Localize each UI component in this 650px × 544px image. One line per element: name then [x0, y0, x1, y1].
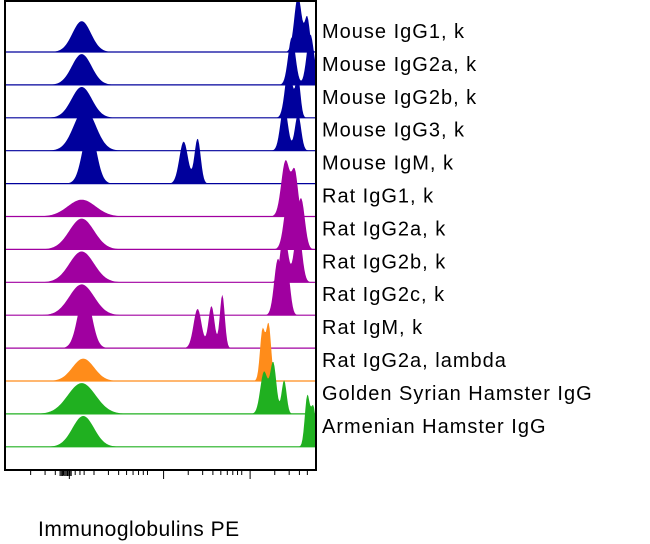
series-label-1: Mouse IgG1, k — [322, 21, 465, 43]
series-label-5: Mouse IgM, k — [322, 153, 454, 175]
series-labels: Mouse IgG1, k Mouse IgG2a, k Mouse IgG2b, … — [322, 21, 593, 438]
series-label-12: Golden Syrian Hamster IgG — [322, 383, 593, 405]
x-axis-ticks — [30, 470, 308, 479]
histogram-trace-13 — [6, 394, 315, 447]
histogram-trace-2 — [6, 34, 315, 85]
series-label-6: Rat IgG1, k — [322, 186, 434, 208]
histogram-trace-3 — [6, 67, 315, 118]
histogram-trace-7 — [6, 193, 315, 250]
histogram-trace-6 — [6, 160, 315, 217]
series-label-8: Rat IgG2b, k — [322, 251, 446, 273]
series-label-9: Rat IgG2c, k — [322, 284, 445, 306]
series-label-2: Mouse IgG2a, k — [322, 54, 477, 76]
series-label-11: Rat IgG2a, lambda — [322, 350, 507, 372]
histogram-trace-8 — [6, 226, 315, 283]
histogram-trace-9 — [6, 258, 315, 316]
series-label-4: Mouse IgG3, k — [322, 120, 465, 142]
histogram-trace-4 — [6, 105, 315, 151]
histogram-trace-11 — [6, 322, 315, 381]
series-label-13: Armenian Hamster IgG — [322, 416, 547, 438]
series-label-3: Mouse IgG2b, k — [322, 87, 477, 109]
plot-frame — [4, 0, 317, 471]
histogram-traces — [6, 0, 315, 448]
series-label-7: Rat IgG2a, k — [322, 218, 446, 240]
histogram-trace-1 — [6, 0, 315, 52]
x-axis-label: Immunoglobulins PE — [38, 518, 240, 541]
histogram-trace-10 — [6, 292, 315, 349]
series-label-10: Rat IgM, k — [322, 317, 423, 339]
histogram-trace-5 — [6, 127, 315, 184]
histogram-trace-12 — [6, 361, 315, 414]
